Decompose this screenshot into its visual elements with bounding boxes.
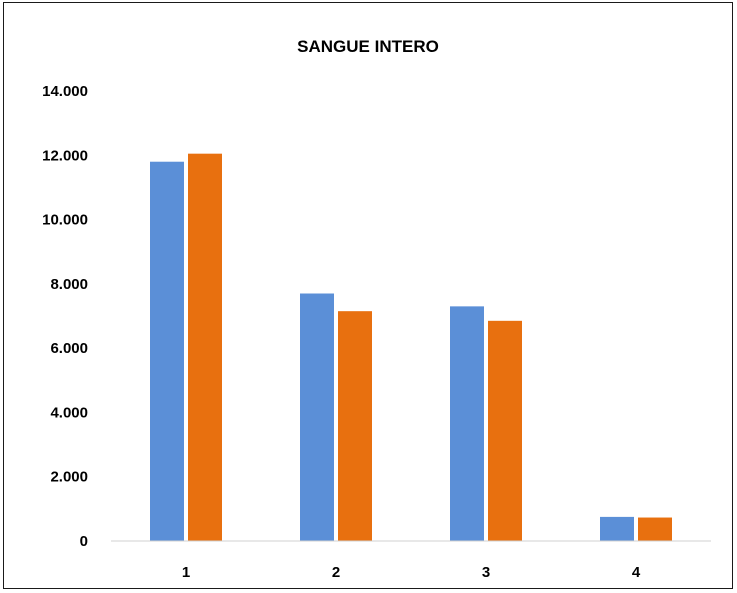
x-tick-label: 4: [632, 564, 641, 581]
x-tick-label: 2: [332, 564, 340, 581]
y-tick-label: 10.000: [42, 212, 88, 229]
x-axis-ticks: 1 2 3 4: [182, 564, 641, 581]
chart-title: SANGUE INTERO: [297, 37, 439, 56]
bar-series-1-category-2: [300, 293, 334, 541]
y-tick-label: 14.000: [42, 83, 88, 100]
bar-series-2-category-4: [638, 517, 672, 541]
y-tick-label: 0: [80, 533, 88, 550]
x-tick-label: 1: [182, 564, 190, 581]
bar-series-2-category-3: [488, 320, 522, 541]
y-axis-ticks: 0 2.000 4.000 6.000 8.000 10.000 12.000 14.000: [42, 83, 88, 550]
bars: [150, 153, 672, 541]
y-tick-label: 6.000: [50, 340, 88, 357]
y-tick-label: 8.000: [50, 276, 88, 293]
bar-series-1-category-4: [600, 516, 634, 541]
y-tick-label: 4.000: [50, 404, 88, 421]
bar-series-2-category-2: [338, 311, 372, 541]
bar-series-1-category-3: [450, 306, 484, 541]
y-tick-label: 12.000: [42, 147, 88, 164]
bar-series-1-category-1: [150, 161, 184, 541]
y-tick-label: 2.000: [50, 469, 88, 486]
bar-series-2-category-1: [188, 153, 222, 541]
x-tick-label: 3: [482, 564, 490, 581]
